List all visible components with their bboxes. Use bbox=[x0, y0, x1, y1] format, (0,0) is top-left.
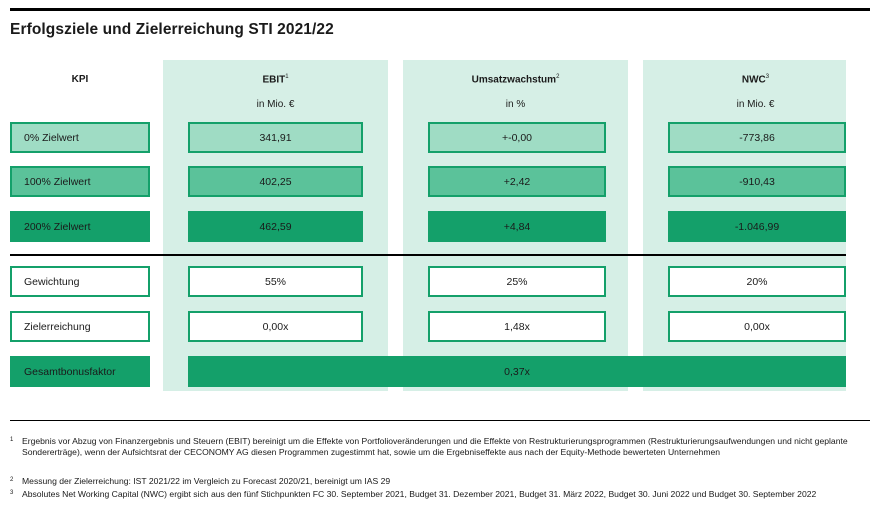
footnote-3: 3 Absolutes Net Working Capital (NWC) er… bbox=[10, 489, 870, 500]
footnote-2-number: 2 bbox=[10, 477, 14, 483]
target-0-nwc: -773,86 bbox=[668, 122, 846, 153]
target-0-ebit: 341,91 bbox=[188, 122, 363, 153]
target-label-2: 200% Zielwert bbox=[10, 211, 150, 242]
footnote-3-text: Absolutes Net Working Capital (NWC) ergi… bbox=[22, 489, 817, 499]
header-ebit: EBIT1 bbox=[163, 74, 388, 85]
header-kpi: KPI bbox=[71, 74, 89, 85]
footnote-1-number: 1 bbox=[10, 437, 14, 443]
target-2-umsatz: +4,84 bbox=[428, 211, 606, 242]
achievement-ebit: 0,00x bbox=[188, 311, 363, 342]
target-2-ebit: 462,59 bbox=[188, 211, 363, 242]
header-nwc-unit: in Mio. € bbox=[736, 99, 775, 110]
footnote-2-text: Messung der Zielerreichung: IST 2021/22 … bbox=[22, 476, 391, 486]
header-nwc-label: NWC bbox=[741, 74, 766, 86]
weighting-label: Gewichtung bbox=[10, 266, 150, 297]
weighting-ebit: 55% bbox=[188, 266, 363, 297]
top-rule bbox=[10, 8, 870, 11]
header-ebit-unit: in Mio. € bbox=[256, 99, 295, 110]
weighting-umsatz: 25% bbox=[428, 266, 606, 297]
header-nwc: NWC3 bbox=[643, 74, 868, 85]
header-ebit-label: EBIT bbox=[262, 74, 286, 86]
total-value: 0,37x bbox=[188, 356, 846, 387]
footnote-rule bbox=[10, 420, 870, 421]
total-label: Gesamtbonusfaktor bbox=[10, 356, 150, 387]
target-label-0: 0% Zielwert bbox=[10, 122, 150, 153]
achievement-label: Zielerreichung bbox=[10, 311, 150, 342]
footnote-3-number: 3 bbox=[10, 490, 14, 496]
page-title: Erfolgsziele und Zielerreichung STI 2021… bbox=[10, 21, 334, 38]
target-1-umsatz: +2,42 bbox=[428, 166, 606, 197]
target-label-1: 100% Zielwert bbox=[10, 166, 150, 197]
target-1-nwc: -910,43 bbox=[668, 166, 846, 197]
header-ebit-footnote: 1 bbox=[285, 74, 289, 80]
target-2-nwc: -1.046,99 bbox=[668, 211, 846, 242]
header-umsatz-unit: in % bbox=[505, 99, 526, 110]
achievement-umsatz: 1,48x bbox=[428, 311, 606, 342]
achievement-nwc: 0,00x bbox=[668, 311, 846, 342]
header-umsatz-footnote: 2 bbox=[556, 74, 560, 80]
footnote-1-text: Ergebnis vor Abzug von Finanzergebnis un… bbox=[22, 436, 848, 458]
header-umsatz-label: Umsatzwachstum bbox=[471, 74, 557, 86]
header-nwc-footnote: 3 bbox=[765, 74, 770, 80]
footnote-1: 1 Ergebnis vor Abzug von Finanzergebnis … bbox=[10, 436, 870, 459]
header-umsatz: Umsatzwachstum2 bbox=[403, 74, 628, 85]
target-0-umsatz: +-0,00 bbox=[428, 122, 606, 153]
weighting-nwc: 20% bbox=[668, 266, 846, 297]
separator-rule bbox=[10, 254, 846, 256]
target-1-ebit: 402,25 bbox=[188, 166, 363, 197]
footnote-2: 2 Messung der Zielerreichung: IST 2021/2… bbox=[10, 476, 870, 487]
